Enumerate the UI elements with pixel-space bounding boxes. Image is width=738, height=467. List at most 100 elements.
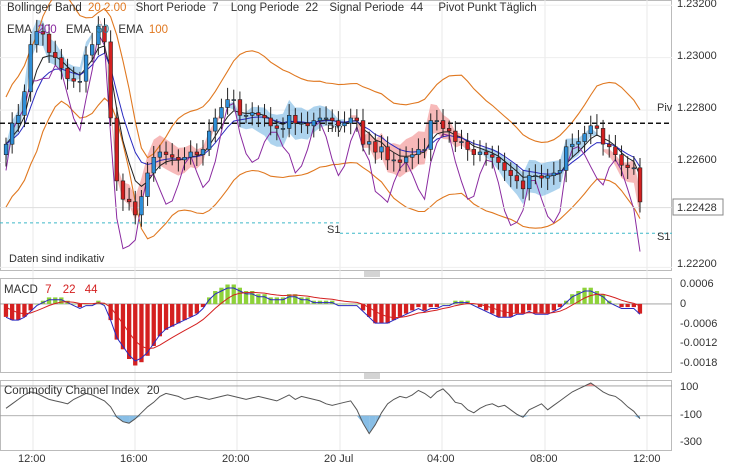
macd-bar xyxy=(53,297,58,304)
candle-body xyxy=(127,198,132,203)
candle-body xyxy=(157,151,163,158)
candle-body xyxy=(182,157,187,161)
macd-bar xyxy=(613,303,618,305)
legend-ema: EMA 200 EMA 50 EMA 100 xyxy=(7,24,168,36)
candle-body xyxy=(170,154,175,158)
bollinger-upper xyxy=(5,0,641,159)
candle-body xyxy=(428,120,433,150)
candle-body xyxy=(434,120,440,122)
macd-bar xyxy=(120,303,126,350)
time-tick: 20 Jul xyxy=(324,453,353,465)
candle-body xyxy=(16,115,21,124)
candle-body xyxy=(286,115,292,129)
macd-bar xyxy=(293,294,298,304)
macd-bar xyxy=(194,303,199,314)
macd-bar xyxy=(22,303,27,317)
macd-bar xyxy=(360,303,366,311)
macd-bar xyxy=(428,303,433,308)
macd-bar xyxy=(250,291,255,304)
candle-body xyxy=(619,154,624,166)
candle-body xyxy=(53,52,58,58)
candle-body xyxy=(237,99,243,116)
current-price-box xyxy=(672,198,724,216)
candle-body xyxy=(219,107,224,119)
macd-axis: 0.0006 0 -0.0006 -0.0012 -0.0018 xyxy=(680,278,717,369)
macd-bar xyxy=(545,303,550,314)
candle-body xyxy=(133,201,138,216)
macd-bar xyxy=(145,303,150,356)
price-tick: 1.22200 xyxy=(677,258,717,270)
candle-body xyxy=(176,157,181,161)
time-tick: 08:00 xyxy=(530,453,558,465)
macd-bar xyxy=(176,303,181,324)
macd-bar xyxy=(403,303,409,314)
macd-bar xyxy=(256,294,261,304)
s1-label-mid: S1 xyxy=(327,224,340,236)
oscillating-line xyxy=(5,31,641,252)
candle-body xyxy=(607,143,612,148)
candle-body xyxy=(527,175,532,190)
candle-body xyxy=(28,44,33,93)
candle-body xyxy=(416,149,421,155)
candle-body xyxy=(163,151,169,155)
candle-body xyxy=(440,120,446,129)
time-tick: 16:00 xyxy=(120,453,148,465)
candle-body xyxy=(256,112,261,116)
price-panel xyxy=(0,0,672,450)
macd-bar xyxy=(114,303,119,340)
macd-bar xyxy=(490,303,495,314)
candle-body xyxy=(453,130,458,142)
macd-bar xyxy=(410,303,415,311)
candle-body xyxy=(200,149,206,155)
cci-oversold-fill xyxy=(122,415,130,424)
cci-oversold-fill xyxy=(375,415,382,425)
macd-tick: 0 xyxy=(680,298,686,310)
candle-body xyxy=(40,31,46,35)
candle-body xyxy=(10,122,15,145)
macd-bar xyxy=(447,303,452,305)
macd-bar xyxy=(416,303,421,308)
macd-bar xyxy=(287,294,292,304)
macd-bar xyxy=(77,303,82,308)
candle-body xyxy=(59,57,64,69)
candle-body xyxy=(576,141,581,145)
candle-body xyxy=(139,196,144,216)
candle-body xyxy=(459,141,464,143)
macd-bar xyxy=(637,303,643,314)
macd-bar xyxy=(484,303,489,311)
price-tick: 1.22800 xyxy=(677,102,717,114)
macd-bar xyxy=(213,291,218,304)
macd-bar xyxy=(157,303,162,337)
macd-bar xyxy=(434,303,439,308)
candle-body xyxy=(46,33,52,53)
macd-bar xyxy=(16,303,21,321)
candle-body xyxy=(514,175,520,182)
time-tick: 20:00 xyxy=(222,453,250,465)
macd-bar xyxy=(367,303,372,317)
candle-body xyxy=(348,117,353,124)
macd-bar xyxy=(170,303,175,327)
macd-signal-line xyxy=(5,291,641,350)
macd-bar xyxy=(207,297,212,304)
macd-bar xyxy=(600,294,606,304)
macd-bar xyxy=(108,303,113,321)
pivot-label-mid: Piv xyxy=(327,123,343,135)
candle-body xyxy=(508,170,513,176)
candle-body xyxy=(625,164,630,169)
macd-panel xyxy=(0,278,672,373)
candle-body xyxy=(557,170,563,174)
candle-body xyxy=(243,115,249,117)
price-axis: 1.23200 1.23000 1.22800 1.22600 1.22200 … xyxy=(672,0,724,270)
candle-body xyxy=(77,81,83,83)
macd-bar xyxy=(570,294,575,304)
candle-body xyxy=(90,44,95,56)
price-tick: 1.22600 xyxy=(677,154,717,166)
candle-body xyxy=(151,157,156,174)
macd-bar xyxy=(373,303,378,324)
candle-body xyxy=(83,54,89,82)
candle-body xyxy=(502,162,507,171)
candle-body xyxy=(311,120,316,127)
candle-body xyxy=(299,122,304,125)
candle-body xyxy=(471,149,477,155)
